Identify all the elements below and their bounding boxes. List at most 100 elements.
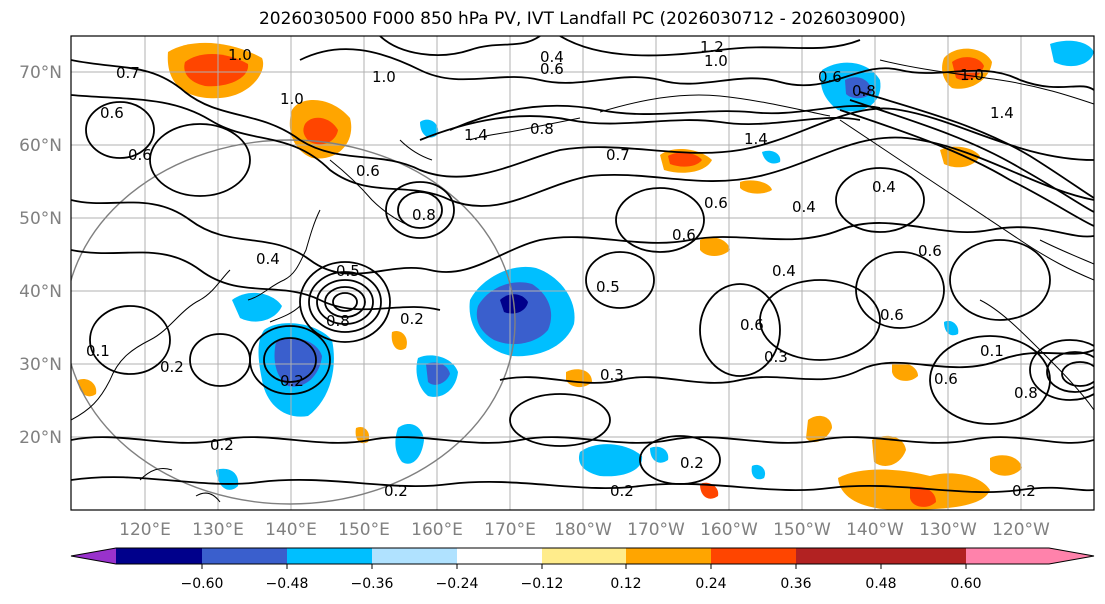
colorbar-segment bbox=[542, 548, 626, 564]
colorbar-tick-label: −0.24 bbox=[436, 576, 479, 592]
colorbar: −0.60 −0.48 −0.36 −0.24 −0.12 0.12 0.24 … bbox=[70, 547, 1095, 592]
colorbar-tick-label: 0.24 bbox=[695, 576, 726, 592]
lon-label: 140°W bbox=[846, 520, 904, 540]
shade-positive-strong bbox=[303, 117, 338, 145]
lon-label: 170°E bbox=[484, 520, 536, 540]
shade-negative bbox=[395, 424, 424, 464]
shading-layer bbox=[78, 40, 1094, 510]
contour-label: 0.1 bbox=[86, 342, 110, 360]
colorbar-segment bbox=[796, 548, 881, 564]
contour-label: 0.8 bbox=[326, 312, 350, 330]
lon-label: 150°W bbox=[773, 520, 831, 540]
shade-positive bbox=[940, 146, 980, 168]
contour-label: 1.0 bbox=[280, 90, 304, 108]
colorbar-segment bbox=[626, 548, 711, 564]
colorbar-segment bbox=[457, 548, 542, 564]
coastlines bbox=[71, 59, 1094, 503]
latitude-labels: 70°N 60°N 50°N 40°N 30°N 20°N bbox=[19, 63, 62, 448]
contour-label: 0.6 bbox=[704, 194, 728, 212]
shade-negative bbox=[751, 464, 766, 480]
contour-label: 0.8 bbox=[852, 82, 876, 100]
shade-positive bbox=[355, 426, 370, 444]
contour-label: 1.0 bbox=[228, 46, 252, 64]
lat-label: 30°N bbox=[19, 355, 62, 375]
colorbar-tick-label: 0.36 bbox=[780, 576, 811, 592]
colorbar-tick-label: 0.60 bbox=[950, 576, 981, 592]
shade-negative bbox=[578, 444, 643, 477]
contour-label: 0.6 bbox=[880, 306, 904, 324]
contour-label: 0.7 bbox=[606, 146, 630, 164]
shade-positive bbox=[892, 362, 918, 381]
lon-label: 120°W bbox=[992, 520, 1050, 540]
contour-label: 0.4 bbox=[792, 198, 816, 216]
shade-positive-strong bbox=[700, 482, 719, 499]
contour-label: 0.6 bbox=[672, 226, 696, 244]
contour-label: 1.4 bbox=[744, 130, 768, 148]
contour-label: 0.4 bbox=[872, 178, 896, 196]
colorbar-tick-label: −0.36 bbox=[351, 576, 394, 592]
contour-label: 1.4 bbox=[464, 126, 488, 144]
colorbar-segment bbox=[116, 548, 202, 564]
contour-label: 0.6 bbox=[918, 242, 942, 260]
shade-positive-strong bbox=[910, 486, 936, 507]
lat-label: 60°N bbox=[19, 136, 62, 156]
lon-label: 150°E bbox=[338, 520, 390, 540]
contour-label: 0.2 bbox=[400, 310, 424, 328]
shade-positive bbox=[700, 237, 730, 256]
colorbar-segment bbox=[881, 548, 966, 564]
contour-label: 0.2 bbox=[1012, 482, 1036, 500]
shade-positive bbox=[990, 455, 1022, 476]
colorbar-tick-label: 0.12 bbox=[610, 576, 641, 592]
lon-label: 130°E bbox=[192, 520, 244, 540]
colorbar-segment bbox=[966, 548, 1049, 564]
pv-contours bbox=[71, 36, 1094, 493]
lon-label: 160°E bbox=[411, 520, 463, 540]
shade-positive bbox=[806, 415, 832, 443]
shade-positive bbox=[872, 435, 906, 466]
contour-label: 0.6 bbox=[100, 104, 124, 122]
shade-positive bbox=[740, 180, 772, 194]
lat-label: 20°N bbox=[19, 428, 62, 448]
colorbar-segment bbox=[202, 548, 287, 564]
contour-label: 1.0 bbox=[960, 66, 984, 84]
contour-label: 0.4 bbox=[772, 262, 796, 280]
colorbar-extend-min bbox=[71, 548, 116, 564]
shade-positive-strong bbox=[184, 53, 249, 87]
lat-label: 70°N bbox=[19, 63, 62, 83]
shade-positive bbox=[391, 330, 407, 351]
contour-label: 0.2 bbox=[384, 482, 408, 500]
range-circle bbox=[71, 139, 516, 505]
colorbar-ticks bbox=[201, 564, 967, 569]
shade-negative bbox=[420, 119, 439, 138]
contour-label: 0.3 bbox=[764, 348, 788, 366]
contour-label: 0.8 bbox=[530, 120, 554, 138]
shade-negative bbox=[762, 150, 781, 164]
contour-label: 0.6 bbox=[818, 68, 842, 86]
contour-label: 0.2 bbox=[680, 454, 704, 472]
colorbar-tick-label: −0.60 bbox=[181, 576, 224, 592]
contour-label: 0.6 bbox=[356, 162, 380, 180]
colorbar-tick-label: −0.48 bbox=[266, 576, 309, 592]
lon-label: 180°W bbox=[554, 520, 612, 540]
lat-label: 50°N bbox=[19, 209, 62, 229]
lon-label: 170°W bbox=[627, 520, 685, 540]
colorbar-tick-label: 0.48 bbox=[865, 576, 896, 592]
contour-label: 0.4 bbox=[540, 48, 564, 66]
contour-label: 0.4 bbox=[256, 250, 280, 268]
contour-label: 0.5 bbox=[596, 278, 620, 296]
contour-label: 0.6 bbox=[128, 146, 152, 164]
colorbar-segment bbox=[711, 548, 796, 564]
shade-negative bbox=[650, 446, 669, 463]
shade-positive-strong bbox=[668, 152, 702, 167]
colorbar-extend-max bbox=[1049, 548, 1094, 564]
contour-label: 0.6 bbox=[934, 370, 958, 388]
contour-label: 1.0 bbox=[372, 68, 396, 86]
longitude-labels: 120°E 130°E 140°E 150°E 160°E 170°E 180°… bbox=[119, 520, 1050, 540]
contour-label: 0.2 bbox=[160, 358, 184, 376]
contour-label: 0.8 bbox=[1014, 384, 1038, 402]
shade-negative-strong bbox=[426, 362, 450, 385]
contour-labels: 0.7 0.6 1.0 1.0 1.0 0.6 0.4 0.6 1.2 1.0 … bbox=[86, 38, 1038, 500]
lon-label: 130°W bbox=[919, 520, 977, 540]
lon-label: 140°E bbox=[265, 520, 317, 540]
